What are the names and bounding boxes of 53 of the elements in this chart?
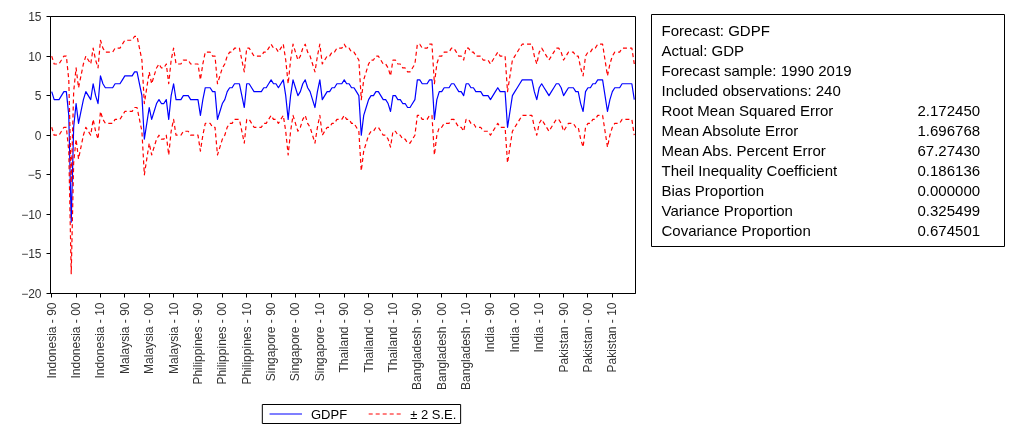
y-tick-label: 0	[34, 128, 42, 143]
x-tick-label: Bangladesh - 90	[410, 302, 425, 390]
category-label: Mean Abs. Percent Error	[661, 142, 826, 159]
legend-label: GDPF	[311, 406, 348, 422]
x-tick-label: India - 00	[507, 302, 522, 353]
x-tick-label: Thailand - 10	[385, 302, 400, 373]
x-tick-label: Thailand - 00	[361, 302, 376, 373]
x-tick-label: Malaysia - 90	[117, 302, 132, 374]
x-tick-label: Indonesia - 00	[69, 302, 84, 379]
x-tick-label: Indonesia - 10	[93, 302, 108, 379]
category-label: Included observations: 240	[661, 82, 841, 99]
x-tick-label: Indonesia - 90	[44, 302, 59, 379]
text: 0.674501	[917, 221, 981, 239]
text: 1.696768	[917, 121, 981, 139]
category-label: Forecast: GDPF	[661, 22, 770, 39]
x-tick-label: Bangladesh - 00	[434, 302, 449, 390]
text: 2.172450	[917, 101, 981, 119]
x-tick-label: Singapore - 00	[288, 302, 303, 382]
legend-label: ± 2 S.E.	[410, 406, 457, 422]
x-tick-label: Singapore - 10	[312, 302, 327, 382]
category-label: Covariance Proportion	[661, 222, 811, 239]
category-label: Mean Absolute Error	[661, 122, 799, 139]
y-tick-label: −10	[21, 207, 42, 222]
y-tick-label: 5	[34, 89, 42, 104]
x-tick-label: India - 10	[532, 302, 547, 353]
x-tick-label: Philippines - 10	[239, 302, 254, 385]
text: 0.186136	[917, 161, 981, 179]
y-tick-label: 10	[28, 49, 42, 64]
text: 0.000000	[917, 181, 981, 199]
category-label: Bias Proportion	[661, 182, 765, 199]
x-tick-label: Bangladesh - 10	[459, 302, 474, 390]
x-tick-label: Philippines - 00	[215, 302, 230, 385]
x-tick-label: Malaysia - 10	[166, 302, 181, 374]
category-label: Theil Inequality Coefficient	[661, 162, 838, 179]
x-tick-label: Thailand - 90	[337, 302, 352, 373]
line-series	[51, 71, 635, 223]
category-label: Variance Proportion	[661, 202, 793, 219]
x-tick-label: Pakistan - 10	[605, 302, 620, 373]
y-tick-label: −20	[21, 287, 42, 301]
x-tick-label: Pakistan - 90	[556, 302, 571, 373]
category-label: Root Mean Squared Error	[661, 102, 834, 119]
x-tick-label: Philippines - 90	[190, 302, 205, 385]
x-tick-label: Singapore - 90	[264, 302, 279, 382]
text: 67.27430	[917, 141, 981, 159]
text: 0.325499	[917, 201, 981, 219]
x-tick-label: Pakistan - 00	[580, 302, 595, 373]
y-tick-label: −15	[21, 247, 42, 262]
y-tick-label: −5	[27, 168, 42, 183]
x-tick-label: Malaysia - 00	[142, 302, 157, 374]
category-label: Actual: GDP	[661, 42, 745, 59]
category-label: Forecast sample: 1990 2019	[661, 62, 852, 79]
x-tick-label: India - 90	[483, 302, 498, 353]
y-tick-label: 15	[28, 10, 42, 24]
